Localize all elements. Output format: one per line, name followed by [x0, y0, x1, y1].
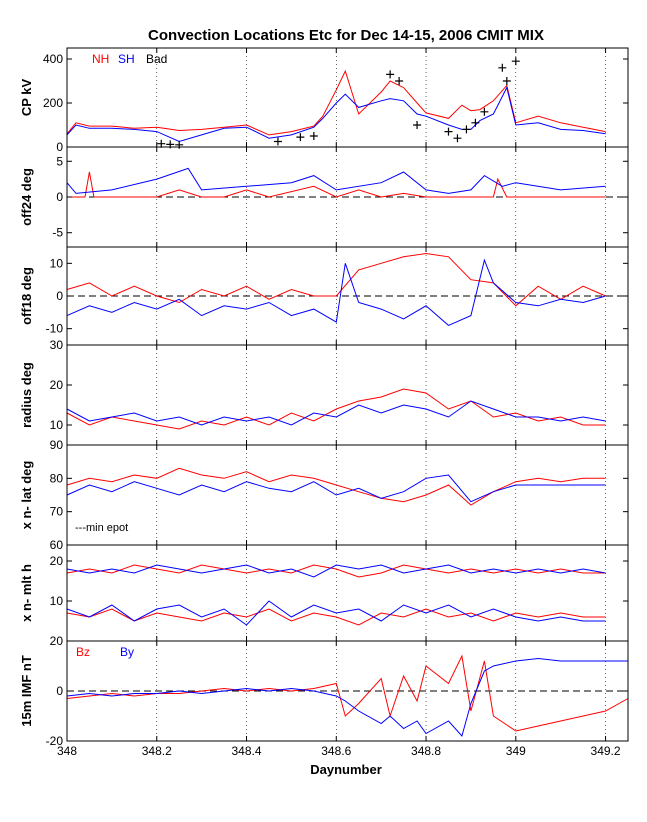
y-tick-label: 10 [50, 256, 64, 270]
series-line-sh [66, 400, 606, 426]
bad-marker [498, 63, 507, 72]
y-tick-label: 30 [50, 338, 64, 352]
y-tick-label: -10 [46, 322, 64, 336]
series-line-nh [66, 467, 606, 506]
legend-nh: NH [92, 52, 109, 66]
panel-frame [66, 640, 629, 742]
y-tick-label: 90 [50, 438, 64, 452]
y-axis-label: x n- lat deg [19, 461, 34, 530]
series-line-sh [66, 474, 606, 503]
panel-3: -10 0 10 off18 deg [19, 246, 629, 346]
bad-marker [462, 125, 471, 134]
panel-5: 60 70 80 90 x n- lat deg ---min epot [19, 438, 629, 552]
x-tick-label: 348.6 [321, 744, 351, 758]
panel-6: 10 20 x n- mlt h [19, 544, 629, 642]
y-axis-label: radius deg [19, 362, 34, 428]
bad-marker [395, 77, 404, 85]
y-axis-label: 15m IMF nT [19, 655, 34, 727]
panel-4: 10 20 30 radius deg [19, 338, 629, 446]
y-tick-label: 0 [56, 684, 63, 698]
x-tick-label: 348 [57, 744, 77, 758]
bad-marker [273, 137, 282, 146]
y-tick-label: 20 [50, 378, 64, 392]
x-axis: 348 348.2 348.4 348.6 348.8 349 349.2 [57, 744, 621, 758]
series-line-sh [66, 600, 606, 626]
series-line-sh [66, 167, 606, 194]
y-tick-label: 20 [50, 554, 64, 568]
bad-marker [157, 139, 166, 148]
legend-bz: Bz [76, 645, 90, 659]
y-tick-label: 200 [43, 96, 63, 110]
y-tick-label: 400 [43, 52, 63, 66]
bad-marker [386, 70, 395, 79]
series-line-by [66, 657, 628, 738]
y-axis-label: x n- mlt h [19, 564, 34, 622]
y-tick-label: -20 [46, 734, 64, 748]
x-tick-label: 349 [506, 744, 526, 758]
panel-7: -20 0 20 15m IMF nT Bz By [19, 634, 629, 748]
x-tick-label: 348.4 [232, 744, 262, 758]
annotation-min-epot: ---min epot [75, 522, 128, 534]
y-tick-label: 5 [56, 154, 63, 168]
y-axis-label: off24 deg [19, 168, 34, 226]
x-axis-label: Daynumber [310, 762, 382, 777]
bad-marker [444, 127, 453, 136]
series-line-nh [66, 69, 606, 136]
bad-marker [502, 77, 511, 85]
y-tick-label: 10 [50, 418, 64, 432]
x-tick-label: 349.2 [591, 744, 621, 758]
x-tick-label: 348.2 [142, 744, 172, 758]
y-axis-label: off18 deg [19, 267, 34, 325]
bad-marker [471, 118, 480, 127]
y-tick-label: 0 [56, 190, 63, 204]
series-line-bz [66, 654, 629, 732]
bad-marker [309, 132, 318, 140]
series-line-nh [66, 252, 606, 307]
bad-marker [453, 134, 462, 143]
x-tick-label: 348.8 [411, 744, 441, 758]
y-tick-label: 60 [50, 538, 64, 552]
series-line-nh [66, 564, 606, 578]
series-line-sh [66, 86, 606, 143]
bad-marker [480, 107, 489, 116]
legend-sh: SH [118, 52, 135, 66]
legend-bad: Bad [146, 52, 167, 66]
bad-marker [296, 133, 305, 142]
bad-marker [511, 57, 520, 66]
y-tick-label: 70 [50, 505, 64, 519]
series-line-sh [66, 564, 606, 578]
y-tick-label: 20 [50, 634, 64, 648]
y-tick-label: 0 [56, 289, 63, 303]
series-line-sh [66, 258, 606, 326]
y-tick-label: 10 [50, 594, 64, 608]
y-tick-label: 0 [56, 140, 63, 154]
y-tick-label: -5 [52, 226, 63, 240]
y-tick-label: 80 [50, 471, 64, 485]
legend-by: By [120, 645, 134, 659]
series-line-nh [66, 608, 606, 626]
chart-title: Convection Locations Etc for Dec 14-15, … [148, 27, 544, 44]
y-axis-label: CP kV [19, 79, 34, 117]
series-line-nh [66, 388, 606, 430]
bad-marker [413, 121, 422, 129]
series-line-nh [67, 171, 606, 198]
